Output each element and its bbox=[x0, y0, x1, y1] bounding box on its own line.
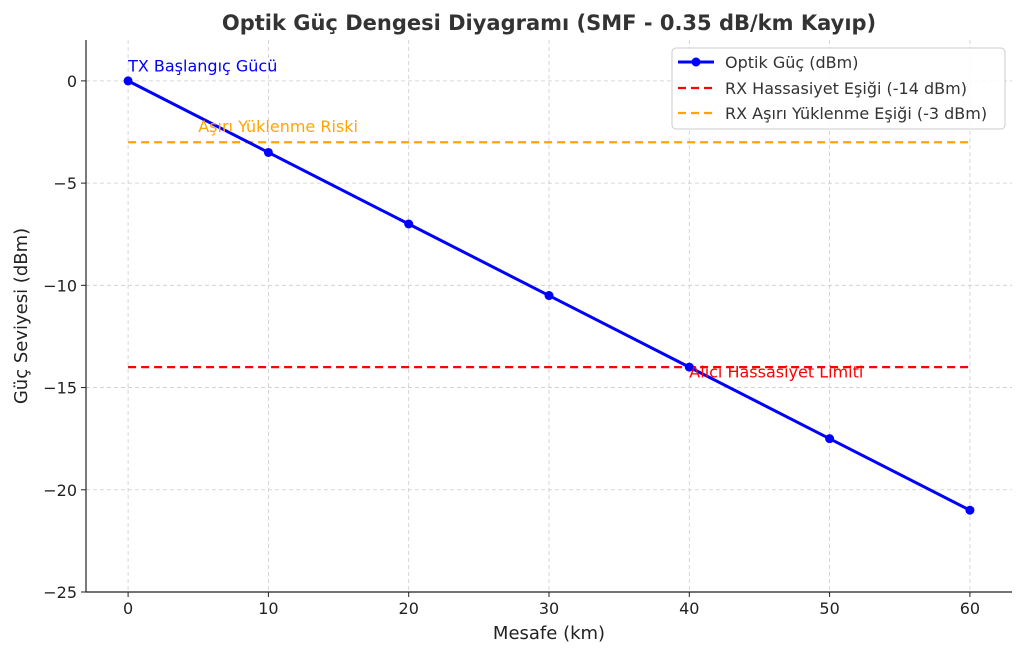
data-point bbox=[404, 219, 414, 229]
annotation-label: Aşırı Yüklenme Riski bbox=[198, 117, 358, 136]
legend-marker-power bbox=[691, 57, 701, 67]
plot-lines bbox=[123, 76, 975, 515]
annotation-label: TX Başlangıç Gücü bbox=[127, 57, 277, 76]
legend: Optik Güç (dBm) RX Hassasiyet Eşiği (-14 … bbox=[671, 47, 1006, 130]
y-tick-label: −10 bbox=[43, 276, 77, 295]
y-tick-label: −20 bbox=[43, 481, 77, 500]
data-point bbox=[123, 76, 133, 86]
data-point bbox=[263, 147, 273, 157]
x-tick-label: 30 bbox=[539, 599, 559, 618]
data-point bbox=[825, 434, 835, 444]
chart-title: Optik Güç Dengesi Diyagramı (SMF - 0.35 … bbox=[222, 11, 876, 35]
x-axis-label: Mesafe (km) bbox=[493, 623, 605, 644]
legend-label: Optik Güç (dBm) bbox=[725, 53, 858, 72]
data-point bbox=[965, 505, 975, 515]
y-tick-label: 0 bbox=[67, 72, 77, 91]
data-point bbox=[544, 291, 554, 301]
x-tick-label: 20 bbox=[399, 599, 419, 618]
legend-label: RX Hassasiyet Eşiği (-14 dBm) bbox=[725, 79, 967, 98]
y-tick-label: −25 bbox=[43, 583, 77, 602]
x-tick-label: 60 bbox=[960, 599, 980, 618]
y-tick-label: −5 bbox=[53, 174, 77, 193]
data-point bbox=[684, 362, 694, 372]
y-tick-label: −15 bbox=[43, 379, 77, 398]
y-axis-label: Güç Seviyesi (dBm) bbox=[11, 228, 32, 404]
annotations: TX Başlangıç Gücü Aşırı Yüklenme Riski Alı… bbox=[127, 57, 863, 382]
legend-box bbox=[671, 47, 1006, 130]
ticks: 0 10 20 30 40 50 60 0 −5 −10 −15 −20 −25 bbox=[43, 72, 980, 618]
x-tick-label: 40 bbox=[679, 599, 699, 618]
x-tick-label: 10 bbox=[258, 599, 278, 618]
annotation-label: Alıcı Hassasiyet Limiti bbox=[689, 362, 863, 381]
x-tick-label: 0 bbox=[123, 599, 133, 618]
legend-label: RX Aşırı Yüklenme Eşiği (-3 dBm) bbox=[725, 104, 987, 123]
x-tick-label: 50 bbox=[819, 599, 839, 618]
